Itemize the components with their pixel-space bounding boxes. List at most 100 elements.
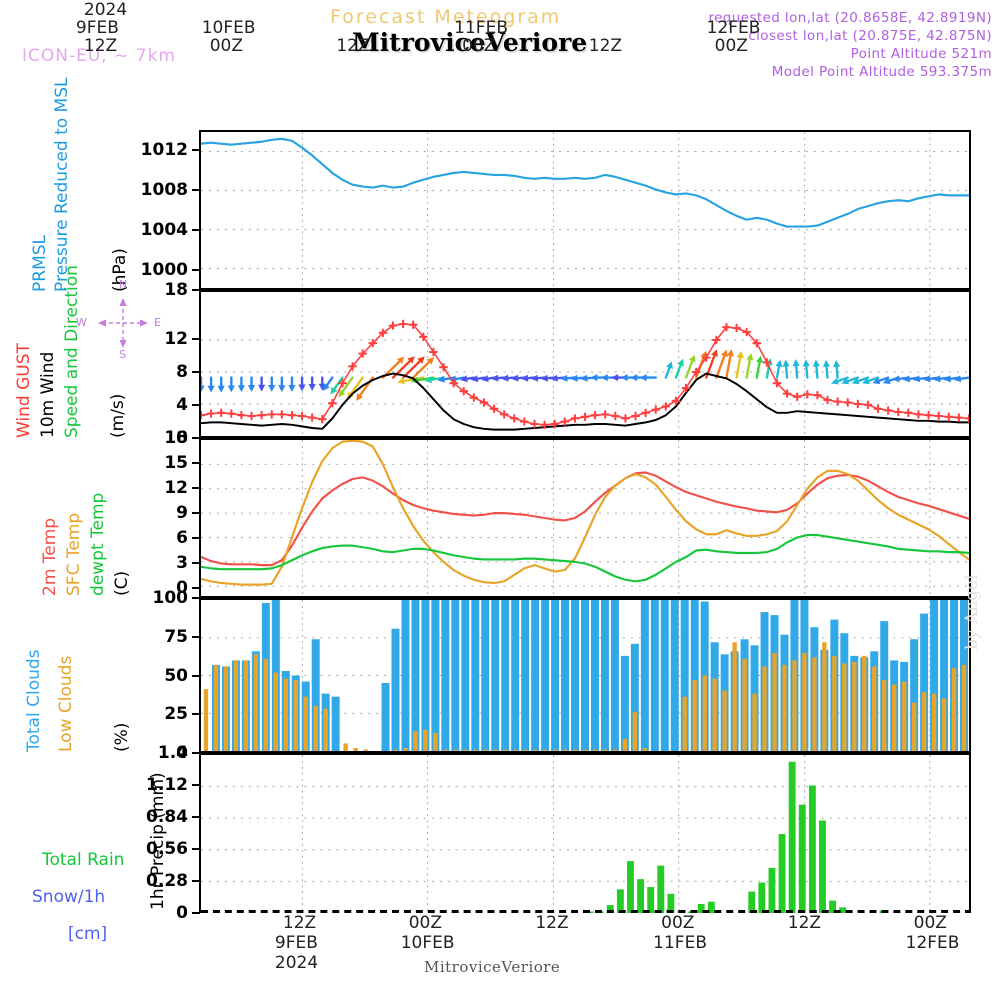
axis-label-wind: 10m Wind <box>38 351 58 438</box>
axis-label-temp: 2m Temp <box>40 517 60 596</box>
y-axis-label: 75 <box>164 626 188 647</box>
y-axis-tick <box>192 512 200 514</box>
bottom-place-label: MitroviceVeriore <box>424 958 561 976</box>
model-point-altitude: Model Point Altitude 593.375m <box>771 64 992 80</box>
y-axis-label: 1.12 <box>146 775 188 795</box>
y-axis-label: 0.28 <box>146 871 188 891</box>
bottom-axis-time: 00Z <box>408 913 443 933</box>
y-axis-tick <box>192 880 200 882</box>
y-axis-label: 0 <box>176 743 188 763</box>
axis-label-pressure: PRMSL <box>30 235 50 292</box>
y-axis-tick <box>192 816 200 818</box>
y-axis-label: 1012 <box>140 140 188 160</box>
y-axis-label: 15 <box>164 453 188 473</box>
y-axis-label: 0 <box>176 428 188 448</box>
y-axis-label: 6 <box>176 528 188 548</box>
y-axis-tick <box>192 462 200 464</box>
y-axis-tick <box>192 848 200 850</box>
top-axis-day: 9FEB <box>75 18 119 38</box>
clouds-panel <box>199 598 971 753</box>
y-axis-tick <box>192 404 200 407</box>
top-axis-time: 12Z <box>336 36 370 56</box>
y-axis-label: 18 <box>164 428 188 448</box>
y-axis-label: 9 <box>176 503 188 523</box>
y-axis-tick <box>192 674 200 677</box>
y-axis-tick <box>192 487 200 489</box>
y-axis-tick <box>192 289 200 291</box>
y-axis-label: 12 <box>164 329 188 350</box>
compass-south-label: S <box>119 348 126 361</box>
bottom-axis-time: 00Z <box>661 913 695 933</box>
y-axis-label: 0 <box>176 578 188 598</box>
y-axis-tick <box>192 912 200 914</box>
y-axis-label: 0.56 <box>146 839 188 859</box>
y-axis-label: 1008 <box>140 180 188 200</box>
model-label: ICON-EU, ~ 7km <box>22 46 176 66</box>
bottom-axis-year: 2024 <box>274 953 319 973</box>
y-axis-label: 18 <box>164 280 188 300</box>
compass-north-label: N <box>119 278 128 291</box>
point-altitude: Point Altitude 521m <box>850 46 992 62</box>
bottom-axis-time: 12Z <box>787 913 822 933</box>
y-axis-tick <box>192 635 200 638</box>
top-axis-day: 12FEB <box>706 18 761 38</box>
y-axis-tick <box>192 149 200 151</box>
top-axis-year: 2024 <box>83 0 128 20</box>
y-axis-label: 1004 <box>140 220 188 240</box>
axis-label-clouds: Low Clouds <box>56 655 76 752</box>
y-axis-label: 50 <box>164 665 188 686</box>
top-axis-time: 12Z <box>83 36 118 56</box>
wind-panel <box>199 290 971 438</box>
y-axis-label: 8 <box>176 362 188 383</box>
pressure-panel <box>199 130 971 290</box>
y-axis-label: 100 <box>152 588 189 608</box>
wind-direction-compass: N S W E <box>76 278 161 361</box>
axis-label-temp: (C) <box>112 570 132 596</box>
bottom-axis-day: 10FEB <box>400 933 455 953</box>
y-axis-tick <box>192 338 200 341</box>
y-axis-label: 1.4 <box>157 743 188 763</box>
top-time-axis: 2024 9FEB 12Z 10FEB 00Z 12Z 11FEB 00Z 12Z 12FEB 00… <box>0 0 772 56</box>
y-axis-label: 1000 <box>140 260 188 280</box>
axis-label-precip: Snow/1h <box>32 887 106 907</box>
axis-label-clouds: (%) <box>112 722 132 752</box>
y-axis-label: 3 <box>176 553 188 573</box>
top-axis-time: 12Z <box>588 36 623 56</box>
bottom-axis-day: 12FEB <box>905 933 960 953</box>
axis-label-pressure: Pressure Reduced to MSL <box>52 77 72 292</box>
bottom-axis-time: 00Z <box>913 913 947 933</box>
bottom-axis-day: 9FEB <box>274 933 318 953</box>
axis-label-wind: Speed and Direction <box>62 265 82 438</box>
top-axis-time: 00Z <box>462 36 496 56</box>
axis-label-wind: (m/s) <box>108 393 128 438</box>
y-axis-label: 0 <box>176 903 188 923</box>
y-axis-tick <box>192 562 200 564</box>
precipitation-panel <box>199 753 971 913</box>
bottom-axis-day: 11FEB <box>653 933 707 953</box>
y-axis-label: 0.84 <box>146 807 188 827</box>
axis-label-clouds: Total Clouds <box>24 649 44 752</box>
axis-label-precip: [cm] <box>68 924 108 944</box>
page-title: MitroviceVeriore <box>352 28 588 57</box>
compass-east-label: E <box>154 316 161 329</box>
watermark: by Angel <box>962 574 982 651</box>
y-axis-tick <box>192 189 200 191</box>
bottom-time-axis: 12Z 9FEB 00Z 10FEB 12Z 00Z 11FEB 12Z 00Z 12FEB 202… <box>199 913 971 983</box>
y-axis-tick <box>192 784 200 786</box>
y-axis-label: 12 <box>164 478 188 498</box>
top-axis-day: 10FEB <box>201 18 256 38</box>
top-axis-day: 11FEB <box>454 18 508 38</box>
closest-coordinates: closest lon,lat (20.875E, 42.875N) <box>748 28 992 44</box>
compass-west-label: W <box>76 316 87 329</box>
forecast-meteogram-label: Forecast Meteogram <box>330 6 562 28</box>
y-axis-tick <box>192 229 200 231</box>
y-axis-tick <box>192 537 200 539</box>
axis-label-temp: dewpt Temp <box>88 492 108 596</box>
y-axis-label: 25 <box>164 704 188 725</box>
axis-label-precip: Total Rain <box>42 850 125 870</box>
y-axis-label: 4 <box>176 395 188 416</box>
y-axis-tick <box>192 371 200 374</box>
y-axis-tick <box>192 587 200 589</box>
y-axis-tick <box>192 752 200 754</box>
bottom-axis-time: 12Z <box>282 913 317 933</box>
